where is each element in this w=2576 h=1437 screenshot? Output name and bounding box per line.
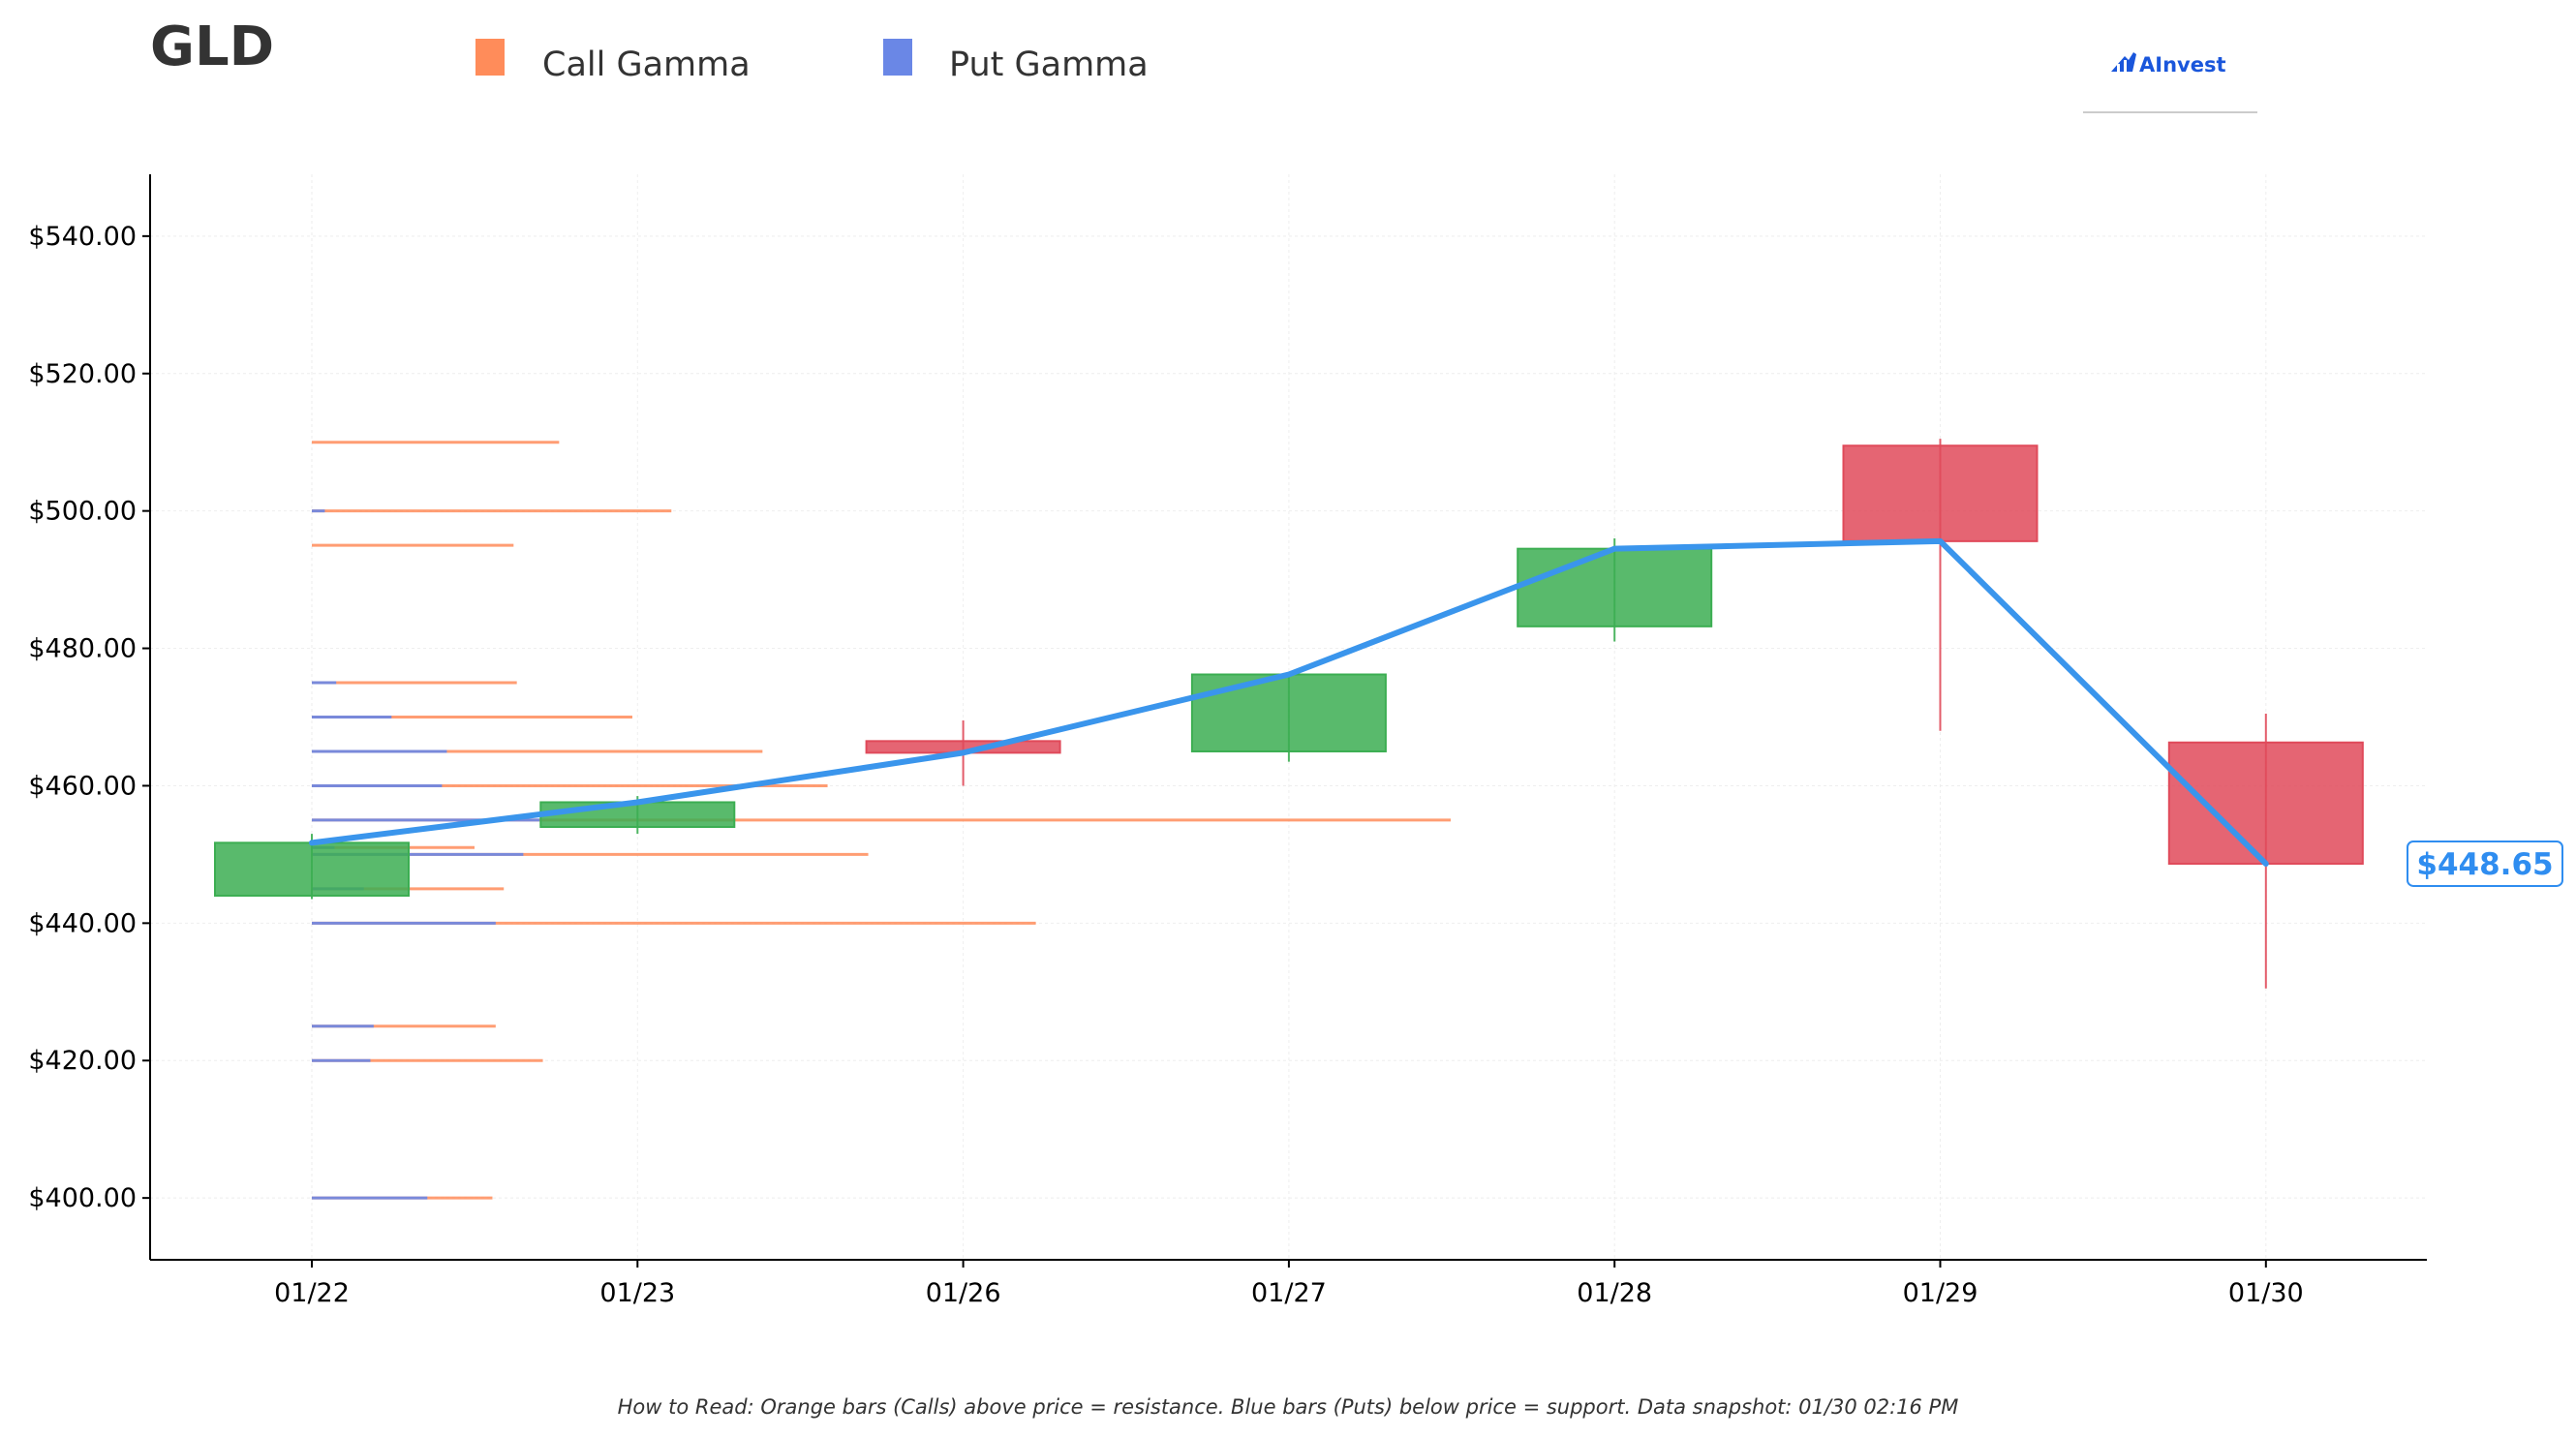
y-tick-label: $460.00 xyxy=(28,771,137,801)
put-gamma-legend-swatch xyxy=(883,39,912,76)
axes: $400.00 $420.00 $440.00 $460.00 $480.00 $500.… xyxy=(28,174,2427,1308)
call-gamma-legend-swatch xyxy=(475,39,505,76)
candle-body xyxy=(1842,444,2039,542)
x-tick-label: 01/26 xyxy=(926,1278,1001,1308)
candles xyxy=(214,439,2364,989)
y-tick-label: $520.00 xyxy=(28,359,137,389)
ainvest-chart-icon xyxy=(2111,52,2136,72)
y-tick-label: $500.00 xyxy=(28,497,137,527)
legend: Call Gamma Put Gamma xyxy=(475,39,1149,84)
candle-body xyxy=(539,801,736,829)
y-tick-label: $440.00 xyxy=(28,908,137,938)
how-to-read-note: How to Read: Orange bars (Calls) above p… xyxy=(618,1395,1959,1419)
y-tick-label: $480.00 xyxy=(28,634,137,664)
x-tick-label: 01/28 xyxy=(1577,1278,1652,1308)
ticker-title: GLD xyxy=(150,15,274,78)
candle-body xyxy=(1517,547,1713,627)
current-price-label: $448.65 xyxy=(2416,847,2553,882)
candle-body xyxy=(214,841,410,897)
put-gamma-legend-label: Put Gamma xyxy=(949,46,1149,84)
x-tick-label: 01/30 xyxy=(2228,1278,2304,1308)
close-price-line xyxy=(309,537,2269,867)
x-tick-label: 01/23 xyxy=(599,1278,675,1308)
current-price-badge: $448.65 xyxy=(2407,840,2563,887)
y-tick-label: $420.00 xyxy=(28,1046,137,1076)
candle-body xyxy=(2167,741,2364,865)
y-tick-label: $540.00 xyxy=(28,222,137,252)
x-tick-label: 01/27 xyxy=(1251,1278,1327,1308)
call-gamma-legend-label: Call Gamma xyxy=(542,46,751,84)
x-tick-label: 01/29 xyxy=(1903,1278,1978,1308)
ainvest-logo-text: AInvest xyxy=(2139,53,2226,76)
y-tick-label: $400.00 xyxy=(28,1183,137,1213)
current-price-box xyxy=(2407,840,2563,887)
x-tick-label: 01/22 xyxy=(274,1278,350,1308)
candle-body xyxy=(1190,673,1387,752)
ainvest-logo: AInvest xyxy=(2083,52,2257,113)
close-price-polyline xyxy=(309,537,2269,867)
